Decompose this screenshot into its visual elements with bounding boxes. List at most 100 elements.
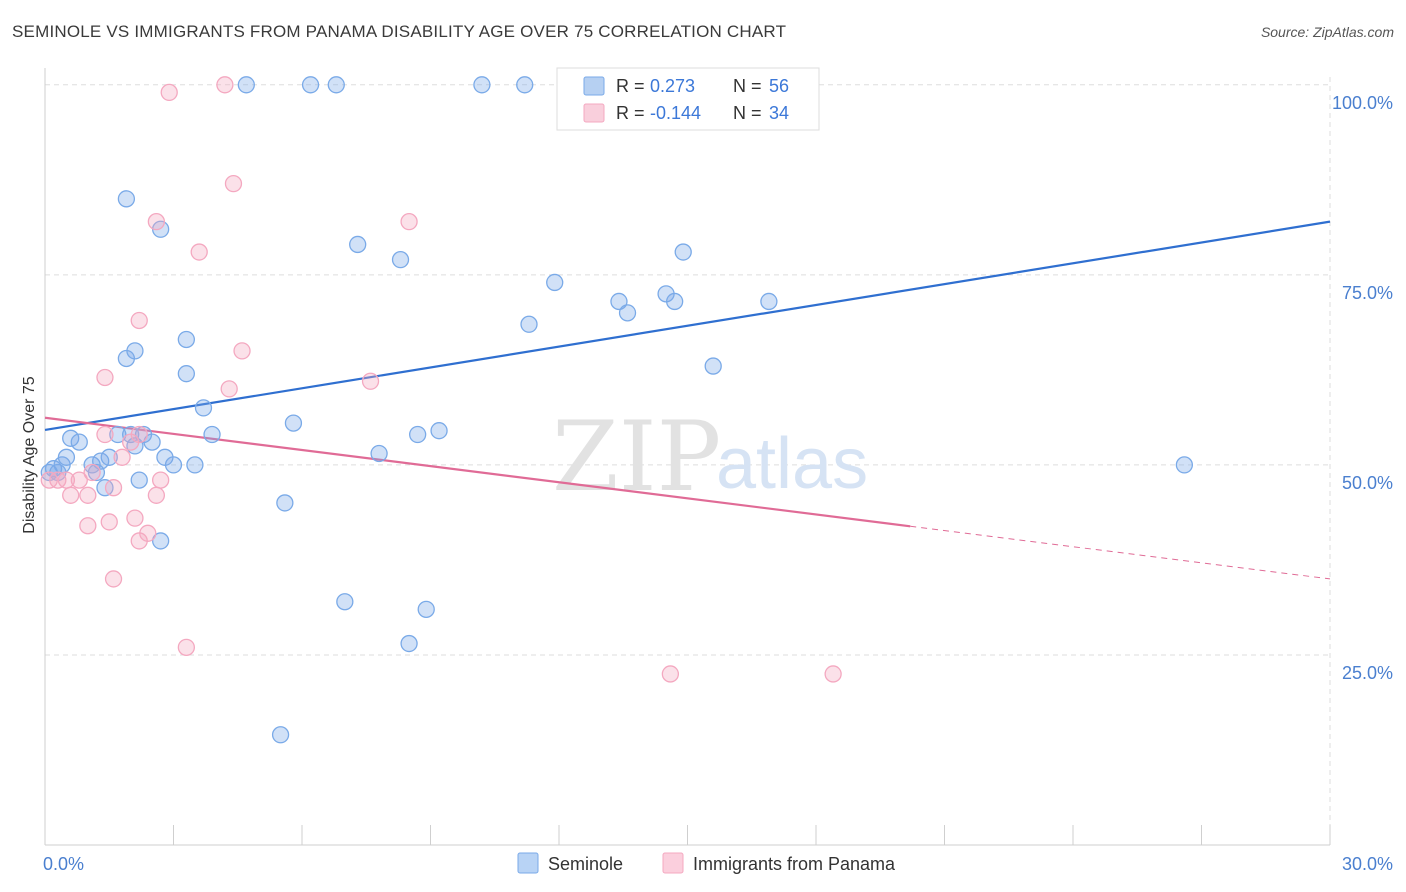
panama-point [100,513,118,531]
panama-point [113,448,131,466]
watermark: ZIP atlas [552,401,868,513]
seminole-point [417,600,435,618]
panama-point [79,486,97,504]
panama-point [160,83,178,102]
data-points [40,76,1194,744]
y-tick-label: 50.0% [1342,473,1393,493]
seminole-point [674,243,692,261]
seminole-point [194,399,213,417]
panama-point [126,509,144,527]
panama-point [151,471,170,489]
seminole-point [130,471,148,489]
bottom-legend-swatch [517,852,539,874]
seminole-point [70,433,88,451]
seminole-point [92,452,110,470]
stats-n-value: 56 [769,76,789,96]
seminole-point [186,456,204,474]
panama-point [139,524,157,542]
panama-point [96,368,114,387]
axes [44,68,1331,846]
seminole-point [271,726,290,744]
seminole-point [610,292,628,311]
x-tick-label: 0.0% [43,854,84,874]
seminole-trend-line [44,220,1331,432]
seminole-point [301,76,320,94]
stats-r-value: -0.144 [650,103,701,123]
seminole-point [327,76,345,94]
y-tick-label: 100.0% [1332,93,1393,113]
seminole-point [516,76,534,94]
panama-point [661,665,680,683]
panama-point [104,570,123,588]
watermark-zip: ZIP [552,401,721,513]
seminole-point [117,190,136,208]
panama-point [62,486,80,504]
tick-labels: 25.0% 50.0% 75.0% 100.0% 0.0% 30.0% [43,93,1393,874]
panama-point [361,372,380,390]
seminole-point [1175,456,1194,474]
chart-title: SEMINOLE VS IMMIGRANTS FROM PANAMA DISAB… [12,22,787,41]
panama-point [83,463,101,482]
stats-r-value: 0.273 [650,76,695,96]
panama-point [122,433,140,451]
stats-legend-swatch [583,103,605,123]
panama-point [147,486,166,504]
seminole-point [109,425,127,444]
stats-n-label: N = [733,76,762,96]
seminole-point [151,532,170,550]
seminole-point [276,494,294,512]
watermark-atlas: atlas [716,424,868,504]
panama-point [79,517,97,535]
panama-trend-line-extension [910,525,1331,580]
bottom-legend-label: Seminole [548,854,623,874]
panama-point [220,380,238,398]
panama-trend-line [44,416,911,528]
panama-point [130,311,148,330]
bottom-legend-label: Immigrants from Panama [693,854,896,874]
panama-point [96,425,114,444]
panama-point [400,212,418,231]
seminole-point [666,292,684,311]
seminole-point [237,76,255,94]
stats-r-label: R = [616,103,645,123]
trend-lines [44,220,1331,580]
panama-point [216,76,234,94]
seminole-point [284,414,303,432]
seminole-point [349,235,367,254]
seminole-point [177,330,196,349]
panama-point [190,243,208,261]
panama-point [177,638,196,656]
stats-legend-swatch [583,76,605,96]
seminole-point [618,304,637,322]
seminole-point [164,456,183,474]
panama-point [104,479,123,497]
panama-point [224,174,243,193]
panama-point [147,212,166,231]
seminole-point [57,448,76,466]
seminole-point [408,425,427,444]
seminole-point [62,429,80,447]
x-tick-label: 30.0% [1342,854,1393,874]
seminole-point [473,76,491,94]
panama-point [824,665,842,683]
seminole-point [336,593,354,611]
stats-n-value: 34 [769,103,789,123]
seminole-point [760,292,778,311]
seminole-point [143,433,161,451]
seminole-point [100,448,118,466]
seminole-point [520,315,538,333]
stats-n-label: N = [733,103,762,123]
seminole-point [704,357,722,375]
seminole-point [126,342,144,360]
y-axis-label: Disability Age Over 75 [21,376,38,534]
panama-point [70,471,88,489]
y-tick-label: 25.0% [1342,663,1393,683]
seminole-point [546,273,564,292]
seminole-point [391,251,410,269]
stats-legend: R = 0.273 N = 56 R = -0.144 N = 34 [556,67,820,131]
bottom-legend-swatch [662,852,684,874]
seminole-point [400,634,418,653]
chart-source: Source: ZipAtlas.com [1260,24,1394,40]
panama-point [233,342,251,360]
